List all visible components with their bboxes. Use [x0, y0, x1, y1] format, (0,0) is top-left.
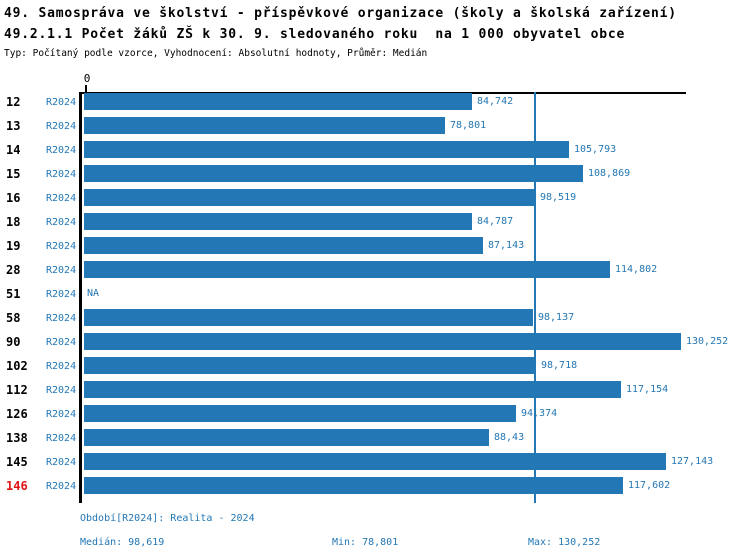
bar-row: 145 R2024 127,143 [0, 453, 750, 477]
value-label: 105,793 [574, 144, 617, 155]
category-label: 138 [6, 431, 28, 445]
bar-row: 18 R2024 84,787 [0, 213, 750, 237]
category-label: 146 [6, 479, 28, 493]
bar-row: 28 R2024 114,802 [0, 261, 750, 285]
category-label: 58 [6, 311, 21, 325]
series-label: R2024 [46, 121, 77, 132]
category-label: 16 [6, 191, 21, 205]
bar [84, 93, 472, 110]
category-label: 13 [6, 119, 21, 133]
bar [84, 405, 516, 422]
value-label: 84,787 [477, 216, 514, 227]
category-label: 102 [6, 359, 28, 373]
bar-row: 15 R2024 108,869 [0, 165, 750, 189]
category-label: 19 [6, 239, 21, 253]
bar-row: 126 R2024 94,374 [0, 405, 750, 429]
chart-meta-line: Typ: Počítaný podle vzorce, Vyhodnocení:… [4, 48, 428, 59]
median-line [534, 92, 536, 503]
value-label: 114,802 [615, 264, 658, 275]
series-label: R2024 [46, 169, 77, 180]
series-label: R2024 [46, 337, 77, 348]
value-label: 94,374 [521, 408, 558, 419]
value-label: 84,742 [477, 96, 514, 107]
category-label: 90 [6, 335, 21, 349]
bar-row: 138 R2024 88,43 [0, 429, 750, 453]
bar-row: 146 R2024 117,602 [0, 477, 750, 501]
bar [84, 309, 533, 326]
y-axis-line [79, 92, 82, 503]
value-label: 98,519 [540, 192, 577, 203]
category-label: 28 [6, 263, 21, 277]
bar-row: 102 R2024 98,718 [0, 357, 750, 381]
min-stat: Min: 78,801 [332, 537, 399, 548]
series-label: R2024 [46, 457, 77, 468]
series-label: R2024 [46, 481, 77, 492]
na-label: NA [87, 288, 100, 299]
bar [84, 453, 666, 470]
category-label: 112 [6, 383, 28, 397]
series-label: R2024 [46, 409, 77, 420]
bar-row: 90 R2024 130,252 [0, 333, 750, 357]
value-label: 87,143 [488, 240, 525, 251]
value-label: 108,869 [588, 168, 631, 179]
series-label: R2024 [46, 313, 77, 324]
median-stat: Medián: 98,619 [80, 537, 165, 548]
bar [84, 333, 681, 350]
bar [84, 357, 536, 374]
chart-subtitle: 49.2.1.1 Počet žáků ZŠ k 30. 9. sledovan… [4, 27, 626, 42]
value-label: 78,801 [450, 120, 487, 131]
category-label: 145 [6, 455, 28, 469]
series-label: R2024 [46, 385, 77, 396]
category-label: 14 [6, 143, 21, 157]
bar-row: 51 R2024 NA [0, 285, 750, 309]
bar [84, 189, 535, 206]
bar-row: 112 R2024 117,154 [0, 381, 750, 405]
value-label: 98,718 [541, 360, 578, 371]
bar [84, 213, 472, 230]
series-label: R2024 [46, 361, 77, 372]
bar [84, 477, 623, 494]
x-axis-zero-tick [85, 85, 87, 92]
bar-row: 12 R2024 84,742 [0, 93, 750, 117]
bar-row: 13 R2024 78,801 [0, 117, 750, 141]
value-label: 127,143 [671, 456, 714, 467]
chart-title: 49. Samospráva ve školství - příspěvkové… [4, 6, 677, 21]
series-label: R2024 [46, 193, 77, 204]
max-stat: Max: 130,252 [528, 537, 601, 548]
bar [84, 165, 583, 182]
series-label: R2024 [46, 97, 77, 108]
series-label: R2024 [46, 217, 77, 228]
bar [84, 117, 445, 134]
series-label: R2024 [46, 433, 77, 444]
value-label: 117,154 [626, 384, 669, 395]
category-label: 12 [6, 95, 21, 109]
series-label: R2024 [46, 145, 77, 156]
category-label: 126 [6, 407, 28, 421]
value-label: 88,43 [494, 432, 525, 443]
bar [84, 237, 483, 254]
bar-row: 14 R2024 105,793 [0, 141, 750, 165]
series-label: R2024 [46, 265, 77, 276]
series-label: R2024 [46, 241, 77, 252]
bar-row: 16 R2024 98,519 [0, 189, 750, 213]
bar [84, 261, 610, 278]
bar [84, 429, 489, 446]
bar-row: 58 R2024 98,137 [0, 309, 750, 333]
bar [84, 141, 569, 158]
category-label: 15 [6, 167, 21, 181]
x-axis-zero-label: 0 [83, 72, 91, 85]
bar-chart: 0 12 R2024 84,742 13 R2024 78,801 14 R2024 105,7… [0, 72, 750, 504]
period-label: Období[R2024]: Realita - 2024 [80, 513, 255, 524]
category-label: 51 [6, 287, 21, 301]
value-label: 98,137 [538, 312, 575, 323]
value-label: 130,252 [686, 336, 729, 347]
bar-row: 19 R2024 87,143 [0, 237, 750, 261]
category-label: 18 [6, 215, 21, 229]
value-label: 117,602 [628, 480, 671, 491]
bar [84, 381, 621, 398]
series-label: R2024 [46, 289, 77, 300]
